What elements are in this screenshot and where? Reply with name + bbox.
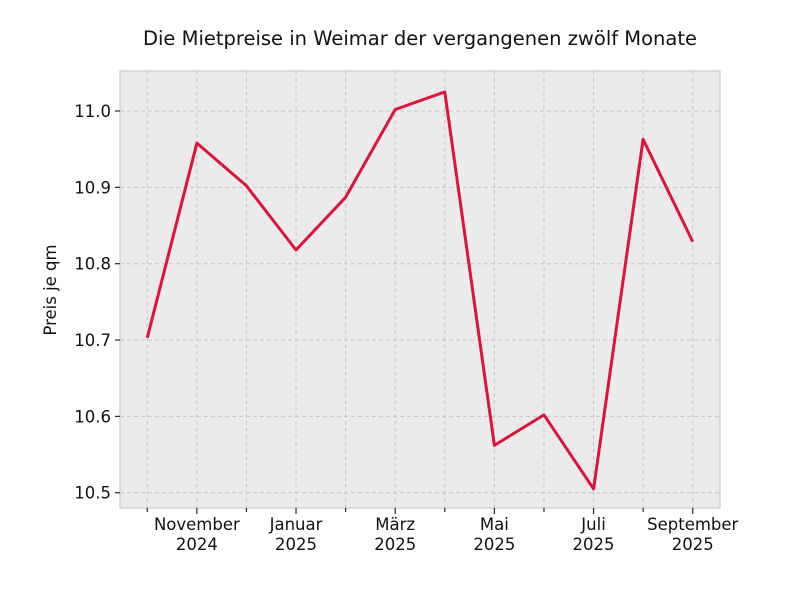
y-tick-label: 10.9 <box>74 178 111 197</box>
x-tick-label-year: 2025 <box>672 535 714 554</box>
chart-title: Die Mietpreise in Weimar der vergangenen… <box>143 27 697 50</box>
x-tick-label-month: Mai <box>480 515 509 534</box>
x-tick-label-year: 2025 <box>275 535 317 554</box>
y-tick-label: 10.6 <box>74 407 111 426</box>
x-tick-label-year: 2024 <box>176 535 218 554</box>
plot-border <box>119 70 721 509</box>
y-axis-label: Preis je qm <box>41 244 60 335</box>
x-tick-label-month: November <box>154 515 240 534</box>
y-tick-label: 10.7 <box>74 331 111 350</box>
y-tick-label: 11.0 <box>74 102 111 121</box>
price-line <box>145 90 695 491</box>
y-tick-label: 10.5 <box>74 484 111 503</box>
x-tick-label-year: 2025 <box>473 535 515 554</box>
x-tick-label-month: Juli <box>580 515 606 534</box>
x-tick-label-year: 2025 <box>374 535 416 554</box>
x-tick-label-month: Januar <box>269 515 323 534</box>
x-tick-label-year: 2025 <box>573 535 615 554</box>
plot-area <box>120 71 720 508</box>
x-tick-label-month: März <box>375 515 415 534</box>
y-tick-label: 10.8 <box>74 255 111 274</box>
x-tick-label-month: September <box>647 515 738 534</box>
